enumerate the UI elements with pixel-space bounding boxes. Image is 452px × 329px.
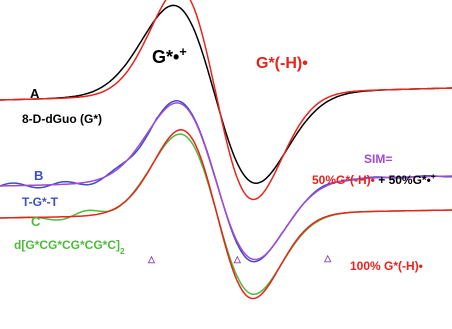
trace-b-2: [0, 102, 452, 261]
panel-b-label: T-G*-T: [22, 195, 59, 209]
sim-label-annotation: SIM=: [364, 152, 392, 166]
panel-b-letter: B: [34, 168, 43, 183]
field-marker-3: △: [323, 253, 332, 263]
panel-c-letter: C: [31, 214, 41, 229]
text-part: G*(-H)•: [256, 55, 308, 72]
text-part: 2: [120, 246, 125, 256]
trace-a-2: [0, 0, 452, 201]
trace-c-2: [0, 129, 452, 300]
pure-radical-annotation: 100% G*(-H)•: [350, 259, 423, 273]
text-part: 50%G*(-H)•: [312, 173, 375, 187]
text-part: +: [431, 171, 436, 181]
field-marker-1: △: [147, 254, 156, 264]
panel-a-label: 8-D-dGuo (G*): [22, 112, 102, 126]
g-radical-annotation: G*(-H)•: [256, 55, 308, 72]
panel-c-label: d[G*CG*CG*CG*C]2: [14, 238, 125, 256]
text-part: + 50%G*•: [375, 173, 431, 187]
text-part: 8-D-dGuo (G*): [22, 112, 102, 126]
field-markers: △ △ △: [147, 253, 332, 264]
text-part: +: [179, 45, 186, 59]
text-part: d[G*CG*CG*CG*C]: [14, 238, 120, 252]
spectrum-traces: [0, 0, 452, 300]
text-part: T-G*-T: [22, 195, 59, 209]
text-part: 100% G*(-H)•: [350, 259, 423, 273]
sim-composition-annotation: 50%G*(-H)• + 50%G*•+: [312, 171, 436, 187]
field-marker-2: △: [233, 254, 242, 264]
panel-a-letter: A: [30, 86, 40, 101]
text-part: G*•: [152, 47, 179, 67]
g-cation-annotation: G*•+: [152, 45, 187, 67]
text-part: SIM=: [364, 152, 392, 166]
